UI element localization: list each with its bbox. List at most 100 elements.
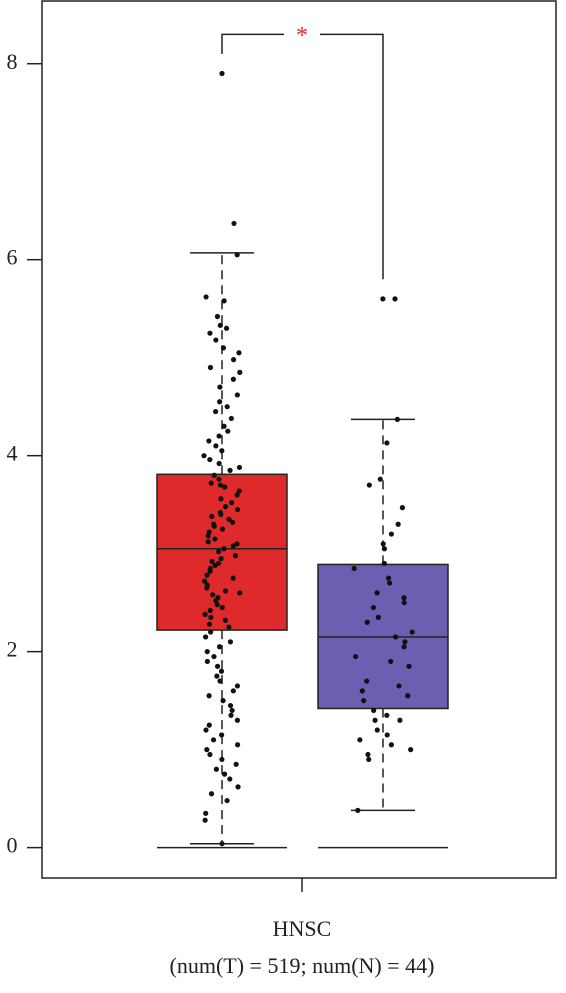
jitter-point [235, 506, 241, 513]
jitter-point [203, 727, 209, 733]
jitter-point [202, 578, 208, 584]
jitter-point [207, 364, 214, 371]
jitter-point [226, 516, 232, 522]
jitter-point [234, 252, 240, 258]
jitter-point [206, 438, 212, 444]
jitter-point [234, 683, 241, 689]
jitter-point [401, 600, 407, 606]
jitter-point [374, 727, 380, 733]
jitter-point [230, 357, 237, 363]
jitter-point [357, 737, 363, 743]
jitter-point [216, 460, 222, 467]
jitter-point [230, 575, 236, 581]
jitter-point [203, 294, 209, 300]
jitter-point [213, 443, 219, 449]
jitter-point [387, 580, 393, 586]
jitter-point [388, 742, 394, 748]
jitter-point [384, 440, 390, 446]
jitter-point [234, 742, 241, 748]
y-tick-label: 6 [7, 245, 18, 270]
jitter-point [365, 751, 371, 758]
jitter-point [217, 482, 224, 488]
jitter-point [366, 756, 372, 763]
jitter-point [204, 658, 210, 665]
jitter-point [207, 330, 213, 336]
jitter-point [216, 644, 223, 650]
jitter-point [204, 572, 210, 578]
jitter-point [222, 617, 229, 623]
jitter-point [234, 392, 240, 398]
y-tick-label: 4 [7, 441, 18, 466]
jitter-point [385, 575, 392, 581]
jitter-point [221, 298, 227, 304]
jitter-point [202, 817, 208, 823]
jitter-point [207, 751, 213, 758]
jitter-point [209, 513, 215, 520]
jitter-point [374, 590, 380, 596]
jitter-point [204, 747, 210, 753]
jitter-point [215, 549, 222, 555]
jitter-point [218, 511, 224, 518]
jitter-point [402, 639, 408, 645]
jitter-point [388, 531, 394, 537]
jitter-point [394, 416, 401, 423]
jitter-point [208, 629, 214, 635]
jitter-point [214, 602, 220, 608]
jitter-point [204, 649, 210, 655]
jitter-point [227, 639, 234, 645]
jitter-point [377, 476, 383, 482]
jitter-point [229, 707, 235, 714]
jitter-point [220, 698, 226, 704]
jitter-point [397, 717, 403, 723]
jitter-point [211, 653, 217, 660]
jitter-point [215, 560, 222, 567]
jitter-point [219, 526, 226, 532]
jitter-point [388, 658, 394, 665]
outlier [231, 220, 237, 227]
jitter-point [214, 663, 221, 669]
jitter-point [202, 611, 208, 618]
jitter-point [201, 453, 207, 459]
jitter-point [234, 717, 241, 723]
jitter-point [228, 712, 234, 718]
jitter-point [229, 500, 235, 506]
jitter-point [205, 539, 211, 545]
x-tick-label: HNSC [273, 916, 332, 941]
jitter-point [392, 634, 399, 640]
jitter-point [217, 384, 223, 390]
jitter-point [219, 732, 225, 738]
jitter-point [224, 797, 230, 804]
jitter-point [220, 345, 227, 351]
jitter-point [381, 546, 388, 552]
jitter-point [355, 807, 361, 813]
jitter-point [372, 717, 378, 723]
significance-bracket [221, 33, 384, 280]
jitter-point [209, 558, 215, 565]
jitter-point [216, 433, 222, 439]
jitter-point [208, 614, 214, 620]
jitter-point [384, 712, 390, 718]
jitter-point [237, 369, 243, 375]
jitter-point [364, 678, 370, 684]
jitter-point [361, 698, 367, 704]
label-gap [284, 24, 320, 45]
jitter-point [202, 634, 209, 640]
y-tick-label: 2 [7, 637, 18, 662]
jitter-point [380, 541, 386, 547]
jitter-point [370, 604, 377, 611]
jitter-point [226, 624, 232, 630]
jitter-point [366, 482, 372, 488]
jitter-point [218, 496, 224, 502]
jitter-point [224, 404, 230, 410]
jitter-point [206, 621, 213, 627]
outlier [392, 296, 398, 302]
jitter-point [381, 560, 387, 567]
jitter-point [228, 415, 234, 422]
jitter-point [213, 337, 219, 343]
jitter-point [233, 761, 239, 767]
jitter-point [204, 585, 210, 591]
jitter-point [214, 673, 220, 679]
jitter-point [401, 595, 407, 601]
jitter-point [218, 555, 224, 562]
jitter-point [222, 484, 228, 490]
